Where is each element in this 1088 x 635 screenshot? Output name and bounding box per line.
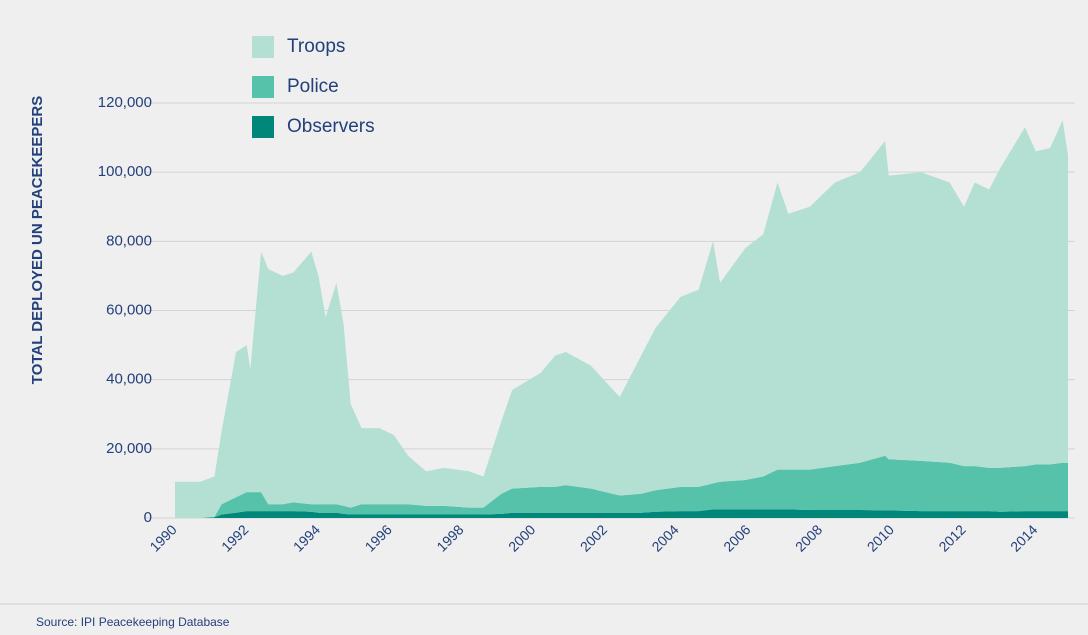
y-axis-label: TOTAL DEPLOYED UN PEACEKEEPERS [29,96,46,384]
y-tick-label: 20,000 [106,440,152,457]
area [175,120,1068,519]
y-tick-label: 60,000 [106,301,152,318]
legend-label: Observers [287,116,375,137]
legend-label: Police [287,76,339,97]
legend-swatch [252,116,274,138]
legend-swatch [252,36,274,58]
legend-swatch [252,76,274,98]
y-tick-label: 0 [144,509,152,526]
y-tick-label: 40,000 [106,371,152,388]
area [175,509,1068,518]
legend-label: Troops [287,36,345,57]
y-tick-label: 100,000 [98,163,152,180]
y-tick-label: 120,000 [98,94,152,111]
source: Source: IPI Peacekeeping Database [36,615,230,629]
area [175,455,1068,518]
y-tick-label: 80,000 [106,232,152,249]
